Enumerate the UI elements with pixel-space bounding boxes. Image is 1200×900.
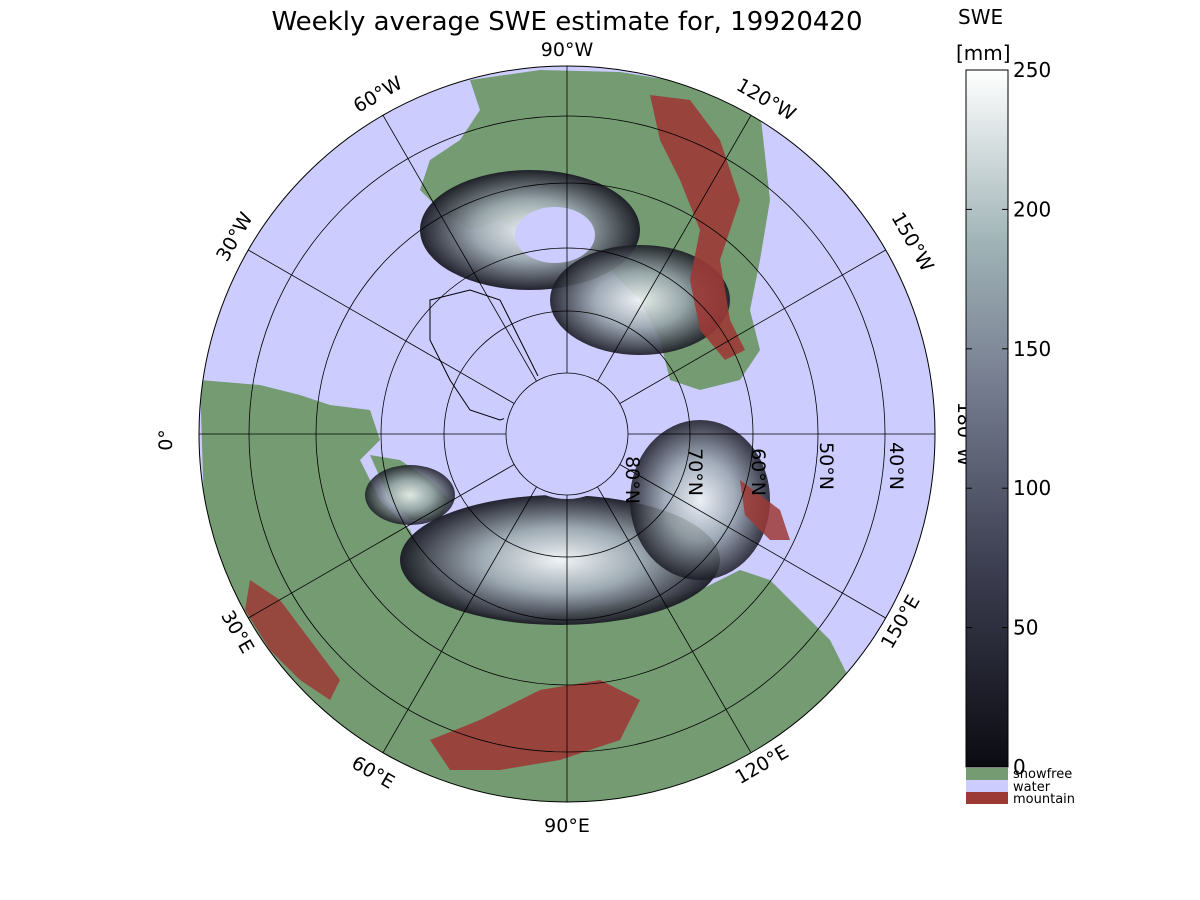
himalaya-mountain [430,680,640,770]
colorbar-title-swe: SWE [958,5,1003,29]
hudson-bay [515,207,595,263]
lat-label-50n: 50°N [815,442,837,490]
lat-label-40n: 40°N [885,442,907,490]
europe-mountain [245,580,340,700]
meridian-line [597,115,752,382]
polar-map [198,65,936,803]
east-asia-mountain [740,480,790,540]
legend-swatch-mountain [966,792,1008,804]
colorbar-gradient [965,69,1009,768]
siberia-snow-swe [630,420,770,580]
colorbar-title-unit: [mm] [956,41,1011,65]
colorbar-tick-label: 100 [1013,476,1051,500]
legend-swatch-water [966,780,1008,792]
map-border [198,65,936,803]
legend-label-snowfree: snowfree [1013,767,1072,782]
lat-label-70n: 70°N [684,448,706,496]
map-title: Weekly average SWE estimate for, 1992042… [271,7,862,37]
legend-swatch-snowfree [966,768,1008,780]
scandinavia-snow [365,465,455,525]
meridian-line [248,249,515,404]
colorbar-tick-label: 200 [1013,197,1051,221]
meridian-line [597,486,752,753]
graticule [199,66,935,802]
meridian-line [619,249,886,404]
rockies-mountain [650,95,745,360]
colorbar-tick-label: 150 [1013,337,1051,361]
meridian-line [619,464,886,619]
colorbar-tick-label: 250 [1013,58,1051,82]
legend-label-water: water [1013,780,1051,795]
land-layers [200,70,850,802]
lon-label-60e: 60°E [348,752,399,794]
meridian-line [248,464,515,619]
colorbar-tick-label: 50 [1013,616,1038,640]
arctic-ocean [502,369,632,499]
eurasia-land [200,380,850,802]
lon-label-90e: 90°E [544,815,590,837]
colorbar-tick-label: 0 [1013,755,1026,779]
meridian-line [382,115,537,382]
lat-label-60n: 60°N [747,448,769,496]
na-snow-swe-east [550,245,730,355]
meridian-line [382,486,537,753]
lon-label-90w: 90°W [541,39,594,61]
lon-label-0: 0° [155,429,177,451]
latitude-labels: 80°N 70°N 60°N 50°N 40°N [621,442,907,504]
legend-label-mountain: mountain [1013,792,1075,807]
lat-label-80n: 80°N [621,456,643,504]
